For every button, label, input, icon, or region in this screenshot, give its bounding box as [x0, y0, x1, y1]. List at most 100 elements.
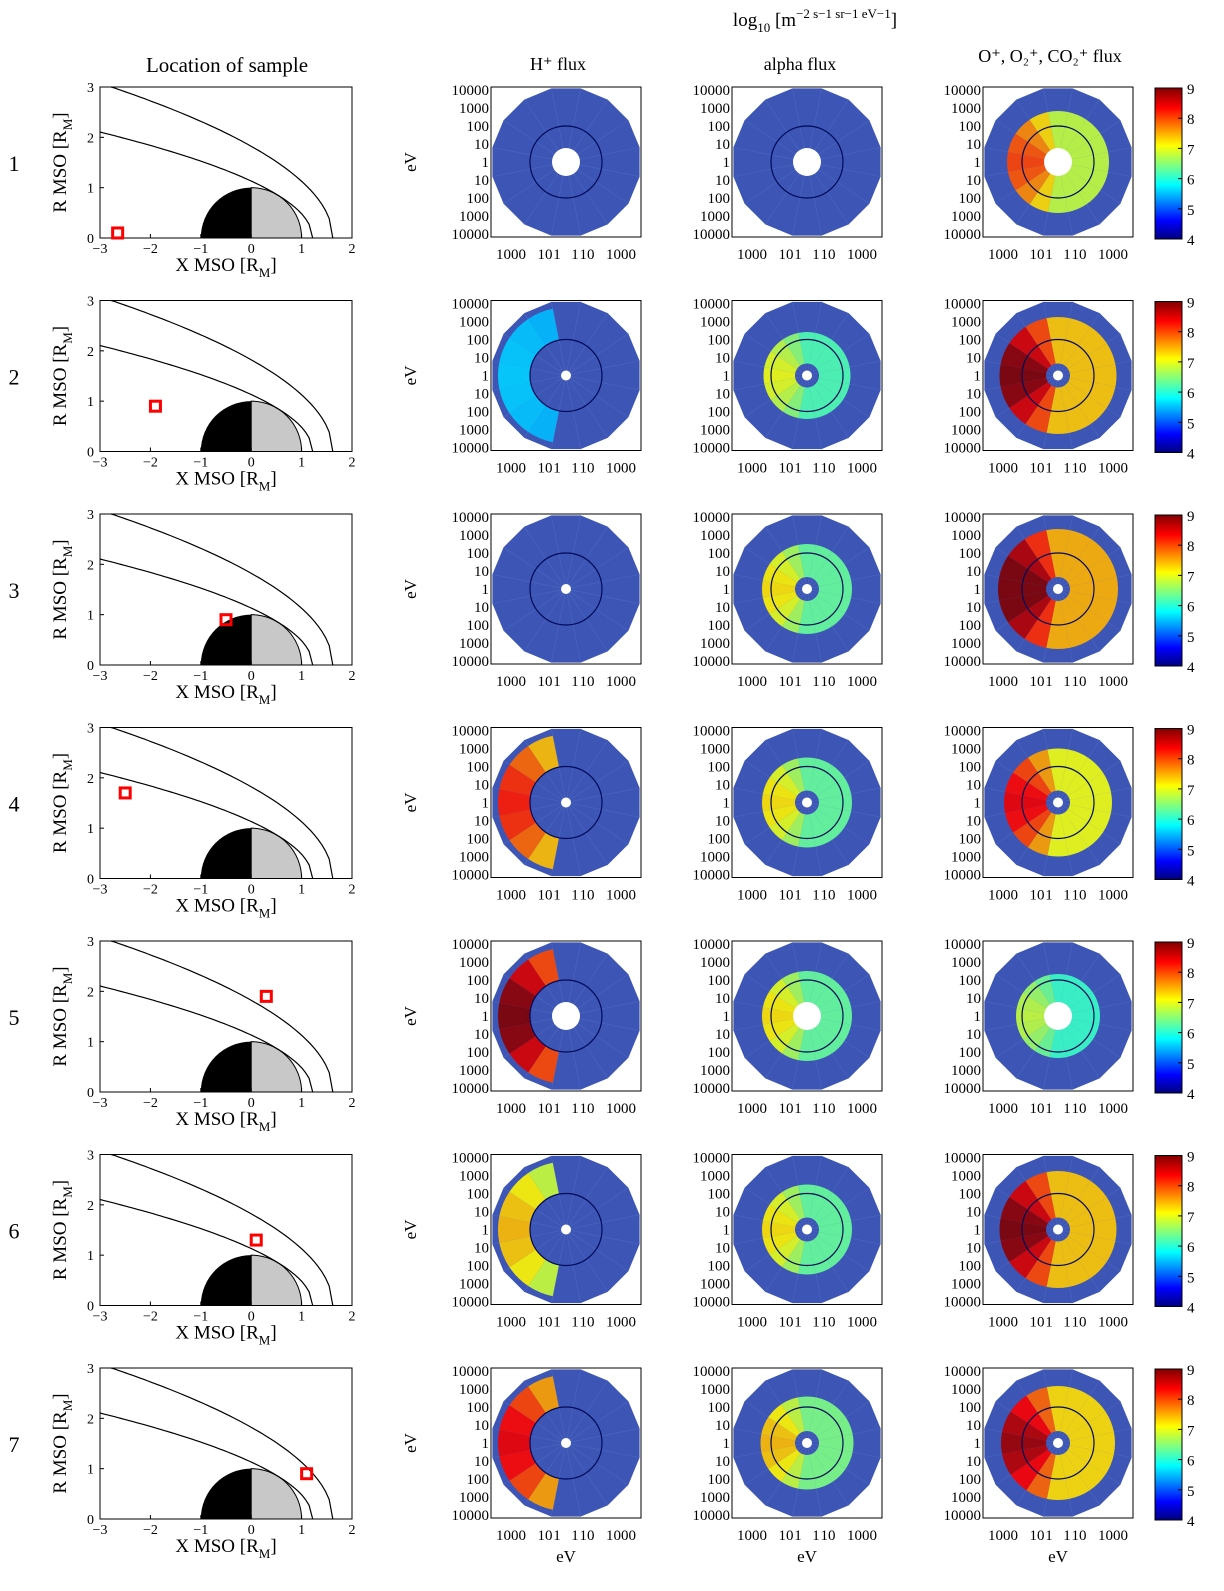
r-tick-label: 100	[467, 405, 490, 421]
flux-sector	[1060, 974, 1082, 1007]
flux-sector	[1067, 591, 1117, 623]
flux-sector	[782, 385, 805, 419]
flux-sector	[1048, 111, 1068, 151]
center-hole	[561, 1224, 571, 1235]
x-tick-label: 1	[571, 674, 579, 690]
planet-nightside	[200, 1255, 252, 1306]
r-tick-label: 100	[708, 119, 731, 135]
colorbar-tick-label: 7	[1187, 783, 1195, 799]
flux-sector	[1060, 1387, 1090, 1434]
ev-x-axis-label: eV	[556, 1547, 577, 1566]
x-tick-label: −1	[193, 1310, 208, 1325]
flux-sector	[498, 1429, 531, 1457]
r-tick-label: 1	[482, 155, 490, 171]
colorbar-gradient	[1154, 1155, 1183, 1307]
r-tick-label: 100	[959, 1187, 982, 1203]
x-tick-label: 1000	[847, 461, 877, 477]
y-tick-label: 3	[87, 295, 94, 310]
center-hole	[802, 1224, 812, 1235]
x-tick-label: 10	[580, 888, 595, 904]
x-tick-label: 10	[538, 888, 553, 904]
planet-dayside	[250, 1254, 303, 1306]
r-tick-label: 100	[959, 832, 982, 848]
flux-sector	[528, 308, 559, 346]
center-hole	[1053, 370, 1063, 381]
ev-axis-label: eV	[401, 578, 420, 599]
center-hole	[802, 797, 812, 808]
colorbar-tick-label: 7	[1187, 996, 1195, 1012]
r-tick-label: 10000	[693, 1508, 731, 1524]
x-tick-label: 1	[812, 1528, 820, 1544]
location-plot-frame	[99, 300, 353, 452]
energy-ring	[770, 1406, 844, 1480]
flux-sector	[1007, 164, 1049, 191]
location-plot: −3 −2 −1 0 1 2 0 1 2 3 X MSO [RM] R MSO [RM]	[50, 295, 356, 494]
flux-sector	[761, 1445, 798, 1469]
x-tick-label: 2	[349, 1096, 356, 1111]
r-tick-label: 1000	[459, 101, 489, 117]
flux-sector	[1008, 595, 1052, 639]
x-tick-label: 1	[298, 1310, 305, 1325]
r-tick-label: 1000	[459, 636, 489, 652]
x-tick-label: 0	[248, 883, 255, 898]
x-tick-label: 0	[248, 456, 255, 471]
flux-sector	[1046, 1170, 1070, 1218]
flux-sector	[1049, 974, 1067, 1005]
flux-sector	[813, 595, 845, 627]
flux-sector	[1010, 1395, 1052, 1437]
magnetic-pileup-boundary	[99, 985, 314, 1093]
flux-sector	[769, 595, 801, 627]
row-label: 1	[9, 151, 20, 176]
x-tick-label: 1000	[847, 888, 877, 904]
y-tick-label: 3	[87, 508, 94, 523]
x-tick-label: 1	[553, 1101, 561, 1117]
r-tick-label: 10000	[944, 1151, 982, 1167]
r-tick-label: 100	[708, 333, 731, 349]
planet-dayside	[250, 400, 303, 452]
y-tick-label: 2	[87, 558, 94, 573]
center-hole	[1044, 148, 1072, 176]
colorbar-tick-label: 7	[1187, 356, 1195, 372]
row-label: 2	[9, 365, 20, 390]
x-tick-label: 1000	[988, 674, 1018, 690]
x-tick-label: 1	[571, 1528, 579, 1544]
energy-ring	[770, 552, 844, 626]
r-tick-label: 10	[474, 173, 489, 189]
center-hole	[1053, 584, 1063, 594]
colorbar-tick-label: 7	[1187, 569, 1195, 585]
r-tick-label: 1	[482, 582, 490, 598]
x-tick-label: 10	[538, 1528, 553, 1544]
colorbar: 4 5 6 7 8 9	[1154, 936, 1195, 1103]
sector-line	[565, 375, 582, 450]
r-tick-label: 10000	[693, 227, 731, 243]
row-label: 7	[9, 1432, 20, 1457]
flux-sector	[818, 1220, 852, 1239]
r-tick-label: 100	[467, 119, 490, 135]
x-tick-label: 1	[571, 247, 579, 263]
row-5: 5 −3 −2 −1 0 1 2 0 1 2 3 X MSO [RM] R MSO [RM] 10000 1…	[9, 935, 1196, 1134]
bow-shock	[110, 1367, 334, 1520]
x-tick-label: 1000	[1098, 674, 1128, 690]
x-axis-label: X MSO [RM]	[175, 1109, 276, 1134]
sector-line	[565, 1442, 629, 1486]
x-tick-label: 1	[1063, 1315, 1071, 1331]
x-tick-label: 1	[298, 1096, 305, 1111]
x-tick-label: 1	[1063, 1528, 1071, 1544]
sector-line	[565, 301, 582, 376]
x-tick-label: 10	[779, 674, 794, 690]
r-tick-label: 100	[959, 1259, 982, 1275]
x-tick-label: 2	[349, 456, 356, 471]
x-tick-label: 1	[298, 456, 305, 471]
sector-line	[565, 1229, 609, 1293]
x-tick-label: 2	[349, 242, 356, 257]
flux-sector	[1067, 772, 1111, 801]
y-tick-label: 0	[87, 873, 94, 888]
flux-sector	[499, 978, 537, 1009]
flux-sector	[762, 580, 796, 598]
r-tick-label: 1000	[951, 101, 981, 117]
r-tick-label: 1000	[459, 1277, 489, 1293]
